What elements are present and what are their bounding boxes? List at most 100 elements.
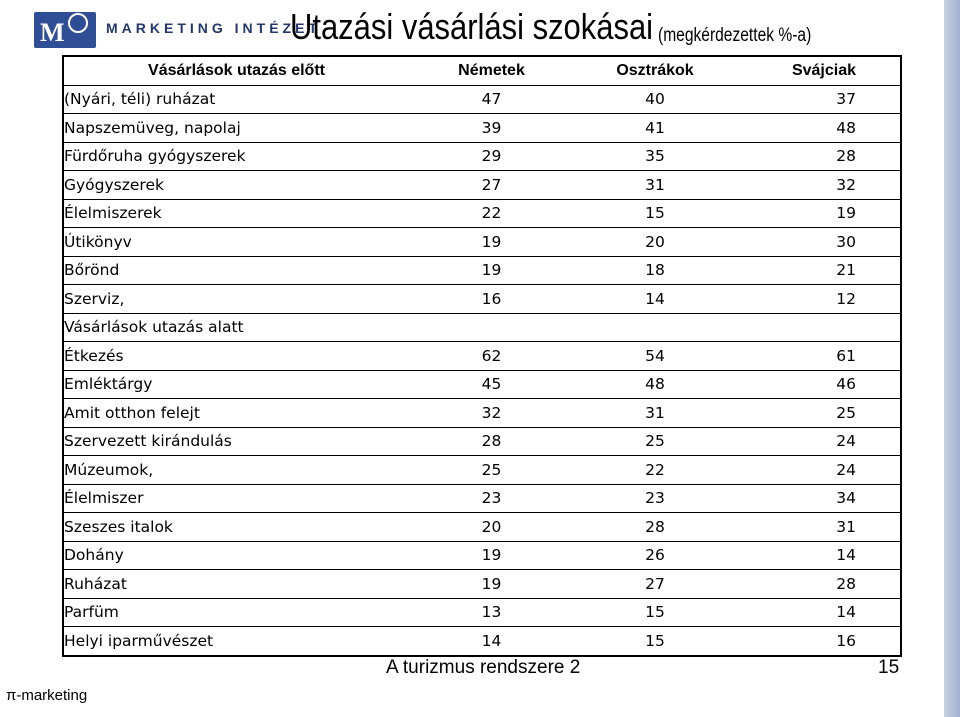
- cell-swiss: 24: [736, 455, 901, 485]
- table-row: Múzeumok, 25 22 24: [63, 455, 901, 485]
- cell-germans: 25: [409, 455, 574, 485]
- slide-subtitle: (megkérdezettek %-a): [658, 25, 812, 46]
- row-label: Helyi iparművészet: [64, 631, 214, 650]
- cell-swiss: 19: [736, 199, 901, 228]
- row-label: Élelmiszer: [63, 484, 409, 513]
- row-label: Ruházat: [63, 569, 409, 599]
- cell-austrians: 27: [574, 569, 736, 599]
- cell-swiss: 31: [736, 512, 901, 542]
- table-row: Élelmiszer 23 23 34: [63, 484, 901, 513]
- cell-germans: 27: [409, 170, 574, 200]
- row-label: Útikönyv: [63, 227, 409, 257]
- cell-germans: [409, 313, 574, 342]
- cell-austrians: 15: [574, 598, 736, 627]
- row-label: Dohány: [63, 541, 409, 570]
- table-row: Élelmiszerek 22 15 19: [63, 199, 901, 228]
- row-label: Szervezett kirándulás: [63, 427, 409, 456]
- cell-austrians: 15: [574, 199, 736, 228]
- purchase-habits-table: Vásárlások utazás előtt Németek Osztráko…: [62, 55, 902, 657]
- cell-germans: 45: [409, 370, 574, 399]
- cell-swiss: 32: [736, 170, 901, 200]
- table-row: Útikönyv 19 20 30: [63, 227, 901, 257]
- table-row: Napszemüveg, napolaj 39 41 48: [63, 113, 901, 143]
- row-label: Bőrönd: [63, 256, 409, 285]
- cell-germans: 19: [409, 256, 574, 285]
- row-label: Étkezés: [63, 341, 409, 371]
- table-row: Dohány 19 26 14: [63, 541, 901, 570]
- table-row: (Nyári, téli) ruházat 47 40 37: [63, 85, 901, 114]
- cell-swiss: 14: [736, 541, 901, 570]
- cell-germans: 20: [409, 512, 574, 542]
- cell-germans: 47: [409, 85, 574, 114]
- decorative-side-strip: [944, 0, 960, 717]
- cell-swiss: 25: [736, 398, 901, 428]
- cell-austrians: 23: [574, 484, 736, 513]
- cell-swiss: 46: [736, 370, 901, 399]
- table-row: Helyi iparművészet 14 15 16: [63, 627, 901, 656]
- cell-swiss: 61: [736, 341, 901, 371]
- cell-austrians: 28: [574, 512, 736, 542]
- table-header-row: Vásárlások utazás előtt Németek Osztráko…: [63, 56, 901, 86]
- logo-text: MARKETING INTÉZET: [106, 20, 321, 36]
- cell-austrians: 18: [574, 256, 736, 285]
- row-label: Gyógyszerek: [63, 170, 409, 200]
- slide-title: Utazási vásárlási szokásai: [290, 6, 654, 47]
- footer-course-title: A turizmus rendszere 2: [386, 657, 581, 678]
- row-label: Fürdőruha gyógyszerek: [63, 142, 409, 171]
- cell-germans: 28: [409, 427, 574, 456]
- cell-swiss: 30: [736, 227, 901, 257]
- cell-germans: 13: [409, 598, 574, 627]
- table-section-row: Vásárlások utazás alatt: [63, 313, 901, 342]
- cell-austrians: 31: [574, 398, 736, 428]
- cell-swiss: 34: [736, 484, 901, 513]
- cell-austrians: 35: [574, 142, 736, 171]
- cell-swiss: 28: [736, 569, 901, 599]
- row-label: Napszemüveg, napolaj: [63, 113, 409, 143]
- cell-swiss: 48: [736, 113, 901, 143]
- cell-austrians: 31: [574, 170, 736, 200]
- cell-germans: 32: [409, 398, 574, 428]
- row-label: Emléktárgy: [63, 370, 409, 399]
- cell-austrians: 26: [574, 541, 736, 570]
- table-row: Parfüm 13 15 14: [63, 598, 901, 627]
- cell-germans: 29: [409, 142, 574, 171]
- table-row: Szerviz, 16 14 12: [63, 284, 901, 314]
- cell-swiss: 21: [736, 256, 901, 285]
- row-label: Szerviz,: [63, 284, 409, 314]
- cell-austrians: 54: [574, 341, 736, 371]
- logo-letter: M: [40, 18, 65, 47]
- table-row: Szervezett kirándulás 28 25 24: [63, 427, 901, 456]
- cell-austrians: 40: [574, 85, 736, 114]
- row-label: Amit otthon felejt: [63, 398, 409, 428]
- cell-austrians: 25: [574, 427, 736, 456]
- cell-austrians: 22: [574, 455, 736, 485]
- cell-germans: 62: [409, 341, 574, 371]
- table-row: Amit otthon felejt 32 31 25: [63, 398, 901, 428]
- cell-austrians: 15: [645, 631, 665, 650]
- cell-austrians: 20: [574, 227, 736, 257]
- cell-swiss: 28: [736, 142, 901, 171]
- cell-germans: 39: [409, 113, 574, 143]
- cell-swiss: 12: [736, 284, 901, 314]
- cell-swiss: [736, 313, 901, 342]
- table-row: Fürdőruha gyógyszerek 29 35 28: [63, 142, 901, 171]
- cell-austrians: 14: [574, 284, 736, 314]
- cell-germans: 23: [409, 484, 574, 513]
- row-label: (Nyári, téli) ruházat: [63, 85, 409, 114]
- cell-swiss: 37: [736, 85, 901, 114]
- cell-germans: 22: [409, 199, 574, 228]
- cell-swiss: 16: [836, 631, 856, 650]
- cell-germans: 14: [481, 631, 502, 650]
- cell-germans: 19: [409, 569, 574, 599]
- footer-brand: π-marketing: [6, 687, 88, 704]
- cell-germans: 19: [409, 541, 574, 570]
- table-row: Gyógyszerek 27 31 32: [63, 170, 901, 200]
- cell-austrians: 48: [574, 370, 736, 399]
- cell-swiss: 24: [736, 427, 901, 456]
- table-row: Étkezés 62 54 61: [63, 341, 901, 371]
- table-row: Emléktárgy 45 48 46: [63, 370, 901, 399]
- header-austrians: Osztrákok: [574, 56, 736, 86]
- cell-germans: 19: [409, 227, 574, 257]
- cell-swiss: 14: [736, 598, 901, 627]
- header-category: Vásárlások utazás előtt: [63, 56, 409, 86]
